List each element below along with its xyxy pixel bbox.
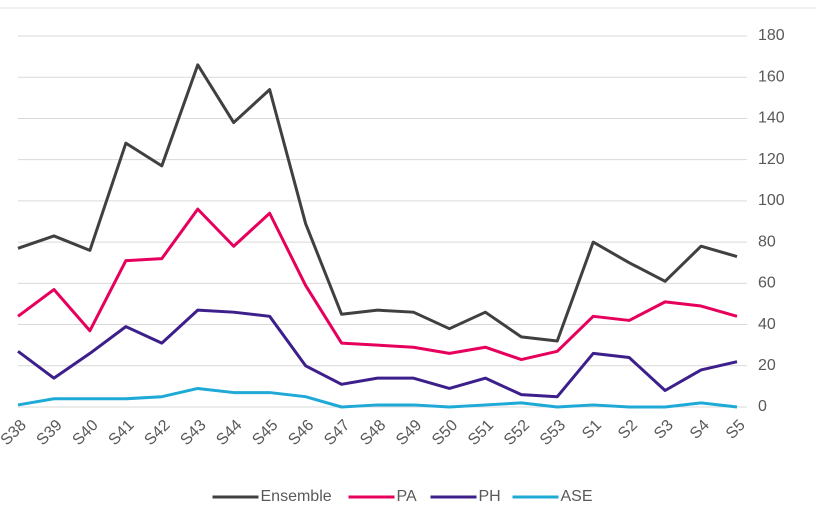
legend-label: Ensemble (261, 488, 332, 505)
series-line (17, 63, 738, 343)
y-tick-label: 160 (758, 68, 785, 85)
y-tick-label: 100 (758, 192, 785, 209)
legend-label: ASE (561, 488, 593, 505)
y-tick-label: 0 (758, 398, 767, 415)
x-tick-label: S44 (213, 417, 245, 449)
series-line (17, 207, 738, 362)
x-tick-label: S45 (249, 417, 281, 449)
y-tick-label: 120 (758, 151, 785, 168)
x-tick-label: S51 (465, 417, 497, 449)
legend-label: PH (479, 488, 501, 505)
x-tick-label: S3 (651, 417, 677, 443)
x-tick-label: S41 (106, 417, 138, 449)
x-tick-label: S4 (687, 417, 713, 443)
series-line (17, 386, 738, 409)
y-tick-label: 180 (758, 27, 785, 44)
x-tick-label: S39 (34, 417, 66, 449)
x-tick-label: S46 (285, 417, 317, 449)
y-tick-label: 40 (758, 316, 776, 333)
x-tick-label: S40 (70, 417, 102, 449)
y-tick-label: 60 (758, 275, 776, 292)
x-tick-label: S47 (321, 417, 353, 449)
y-tick-label: 140 (758, 110, 785, 127)
legend-label: PA (397, 488, 417, 505)
y-tick-label: 80 (758, 233, 776, 250)
x-tick-label: S38 (0, 417, 30, 449)
x-tick-label: S49 (393, 417, 425, 449)
x-tick-label: S48 (357, 417, 389, 449)
x-tick-label: S2 (615, 417, 641, 443)
x-tick-label: S5 (723, 417, 749, 443)
x-tick-label: S52 (501, 417, 533, 449)
x-tick-label: S42 (141, 417, 173, 449)
series-line (17, 308, 738, 399)
x-tick-label: S43 (177, 417, 209, 449)
y-tick-label: 20 (758, 357, 776, 374)
x-tick-label: S50 (429, 417, 461, 449)
x-tick-label: S53 (537, 417, 569, 449)
x-tick-label: S1 (579, 417, 605, 443)
